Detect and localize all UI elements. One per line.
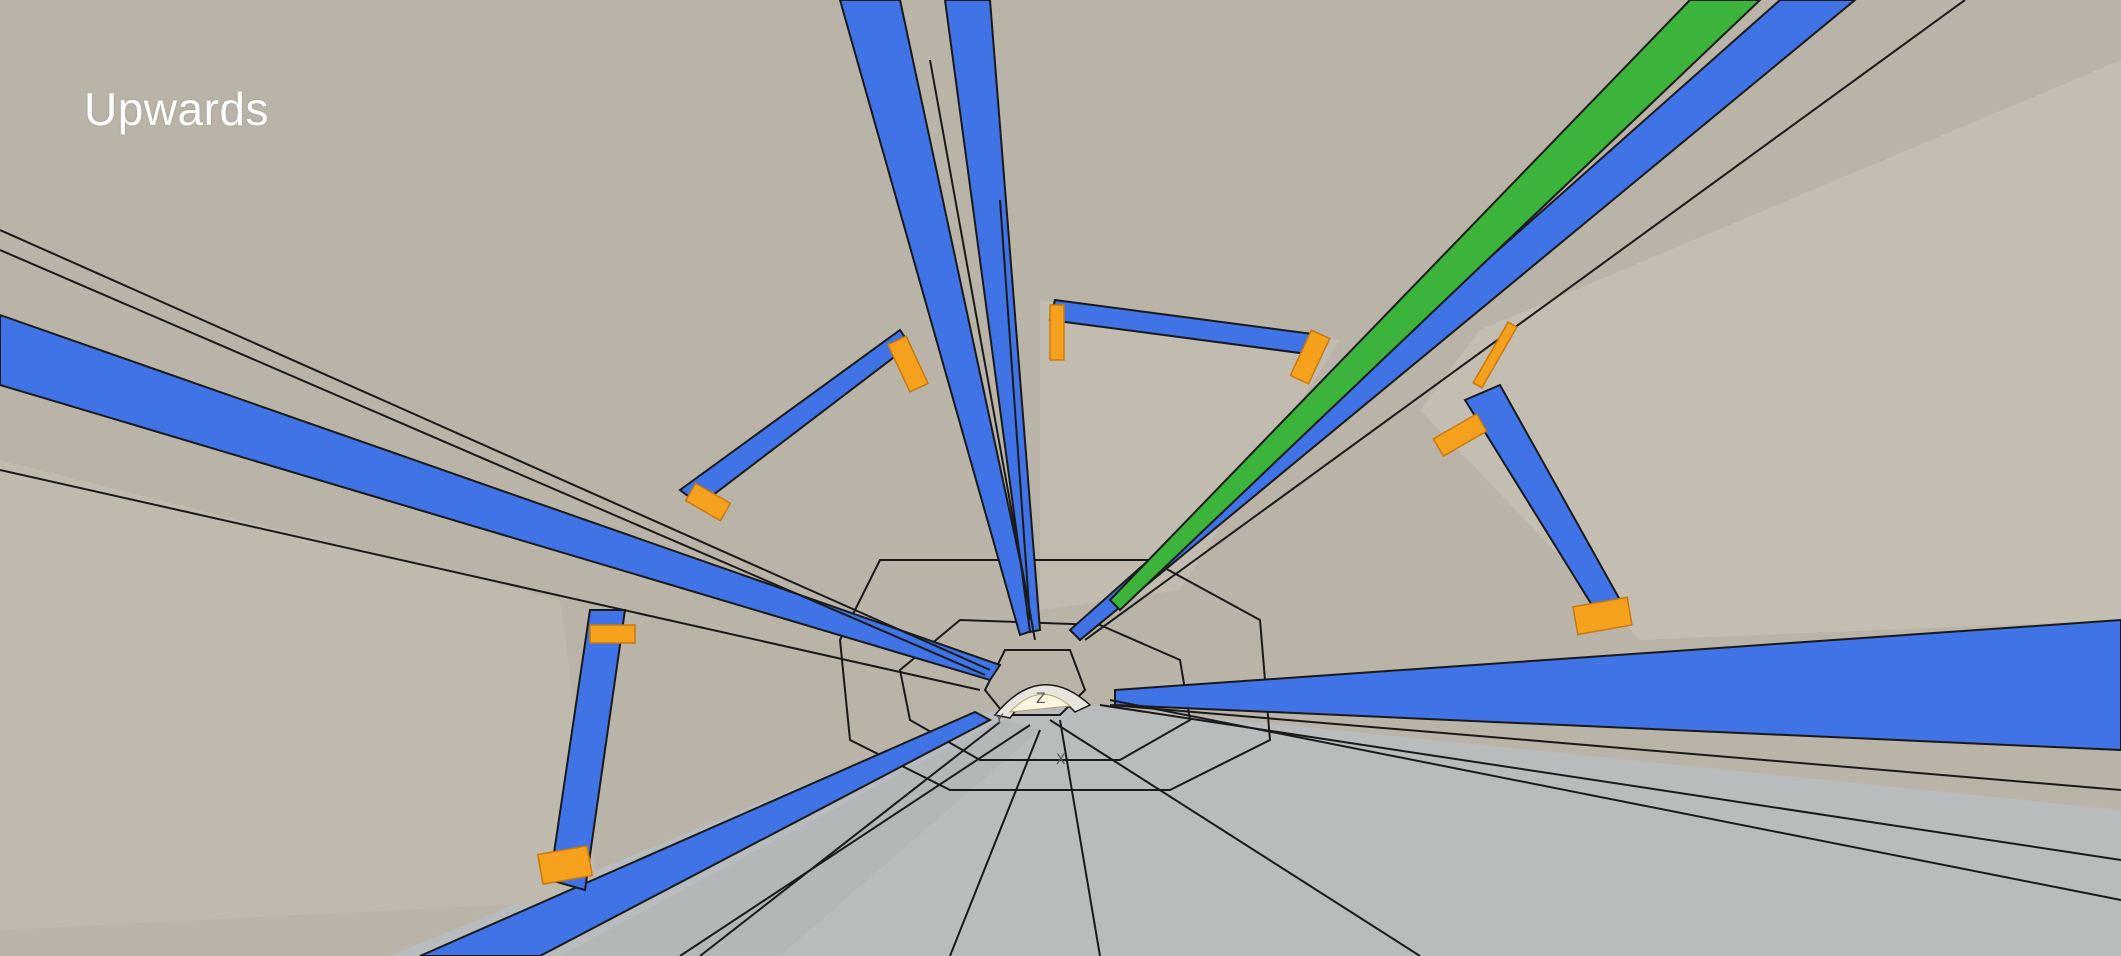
view-label: Upwards xyxy=(84,83,270,135)
axis-z-label: Z xyxy=(1036,691,1046,707)
wall-panel-left xyxy=(0,460,600,930)
tunnel-frames xyxy=(838,559,1272,791)
orange-brackets xyxy=(536,304,1633,885)
floor-plane-lower-left xyxy=(560,720,1040,956)
axis-y-label: Y xyxy=(995,712,1004,728)
wall-panel-right-upper xyxy=(1420,60,2121,640)
vanishing-hub xyxy=(993,684,1092,719)
axis-x-label: X xyxy=(1056,752,1066,768)
wall-panel-top-center xyxy=(1040,300,1340,610)
green-beam xyxy=(1108,0,1762,612)
